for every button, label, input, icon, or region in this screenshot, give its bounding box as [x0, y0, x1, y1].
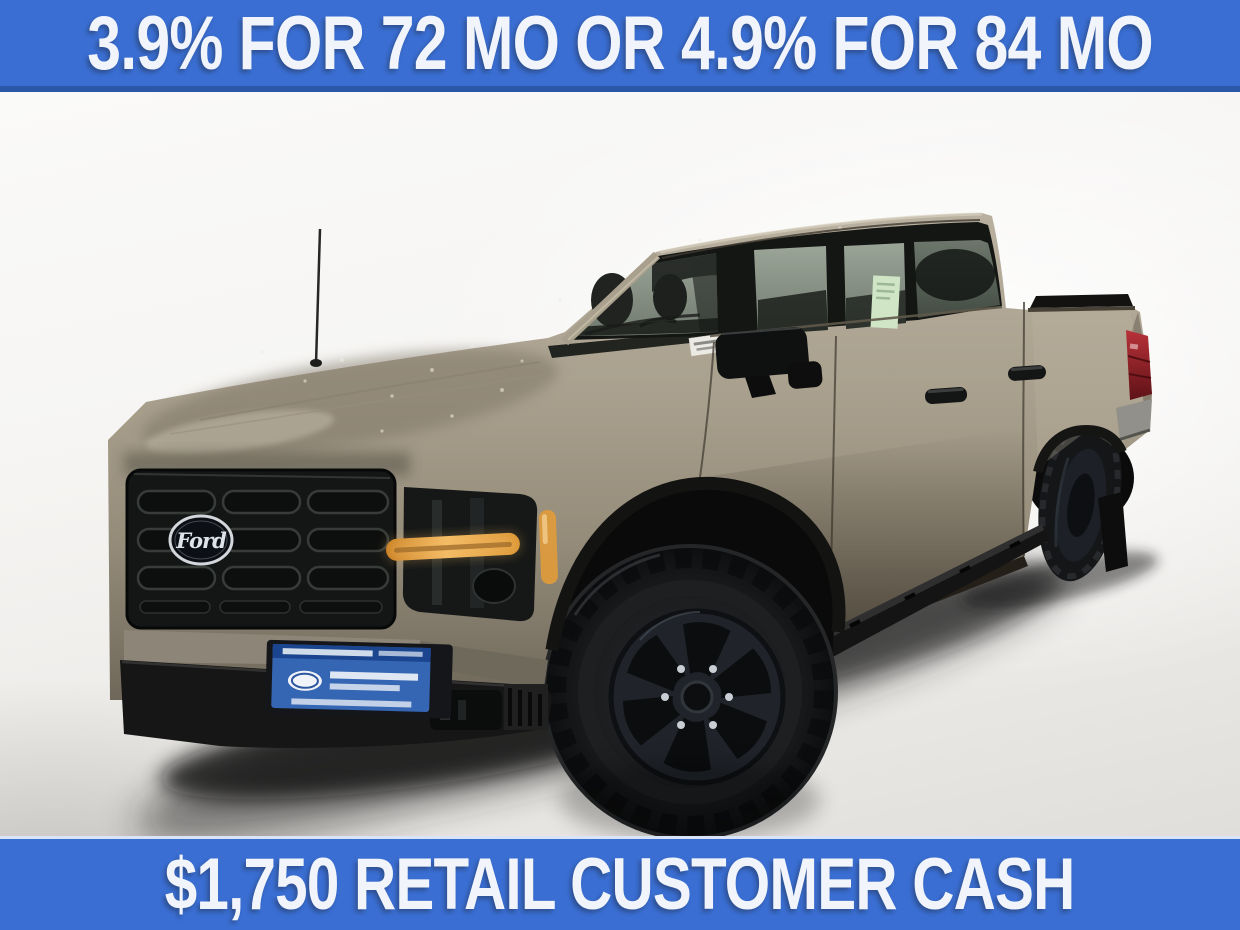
side-mirror	[715, 327, 823, 398]
top-offer-banner: 3.9% FOR 72 MO OR 4.9% FOR 84 MO	[0, 0, 1240, 92]
windshield-sticker	[688, 333, 724, 357]
antenna	[310, 228, 322, 367]
rear-mud-flap	[1098, 492, 1128, 572]
bottom-offer-text: $1,750 RETAIL CUSTOMER CASH	[165, 844, 1076, 925]
ford-logo-text: Ford	[175, 528, 227, 553]
taillight	[1126, 330, 1152, 400]
truck: Ford	[108, 212, 1152, 840]
greenhouse	[561, 212, 1003, 357]
front-rim	[608, 608, 786, 786]
door-handle-rear	[1008, 365, 1046, 381]
rear-fender-flare	[1033, 424, 1127, 474]
door-handle-front	[925, 387, 968, 404]
ford-logo-icon: Ford	[168, 514, 234, 566]
wiper	[584, 313, 701, 336]
roof-highlight	[659, 212, 983, 254]
front-fender-flare	[545, 476, 846, 652]
top-offer-text: 3.9% FOR 72 MO OR 4.9% FOR 84 MO	[87, 0, 1154, 86]
side-marker-icon	[538, 509, 559, 584]
running-board	[806, 524, 1050, 666]
rear-wheel	[1038, 414, 1122, 582]
front-bumper	[120, 630, 552, 748]
front-wheel	[542, 544, 838, 840]
window-sticker-green	[870, 275, 901, 329]
headlight	[386, 487, 559, 622]
rear-bumper	[1116, 399, 1152, 442]
bottom-offer-banner: $1,750 RETAIL CUSTOMER CASH	[0, 836, 1240, 930]
dealer-plate	[265, 639, 453, 719]
grille: Ford	[125, 468, 397, 630]
